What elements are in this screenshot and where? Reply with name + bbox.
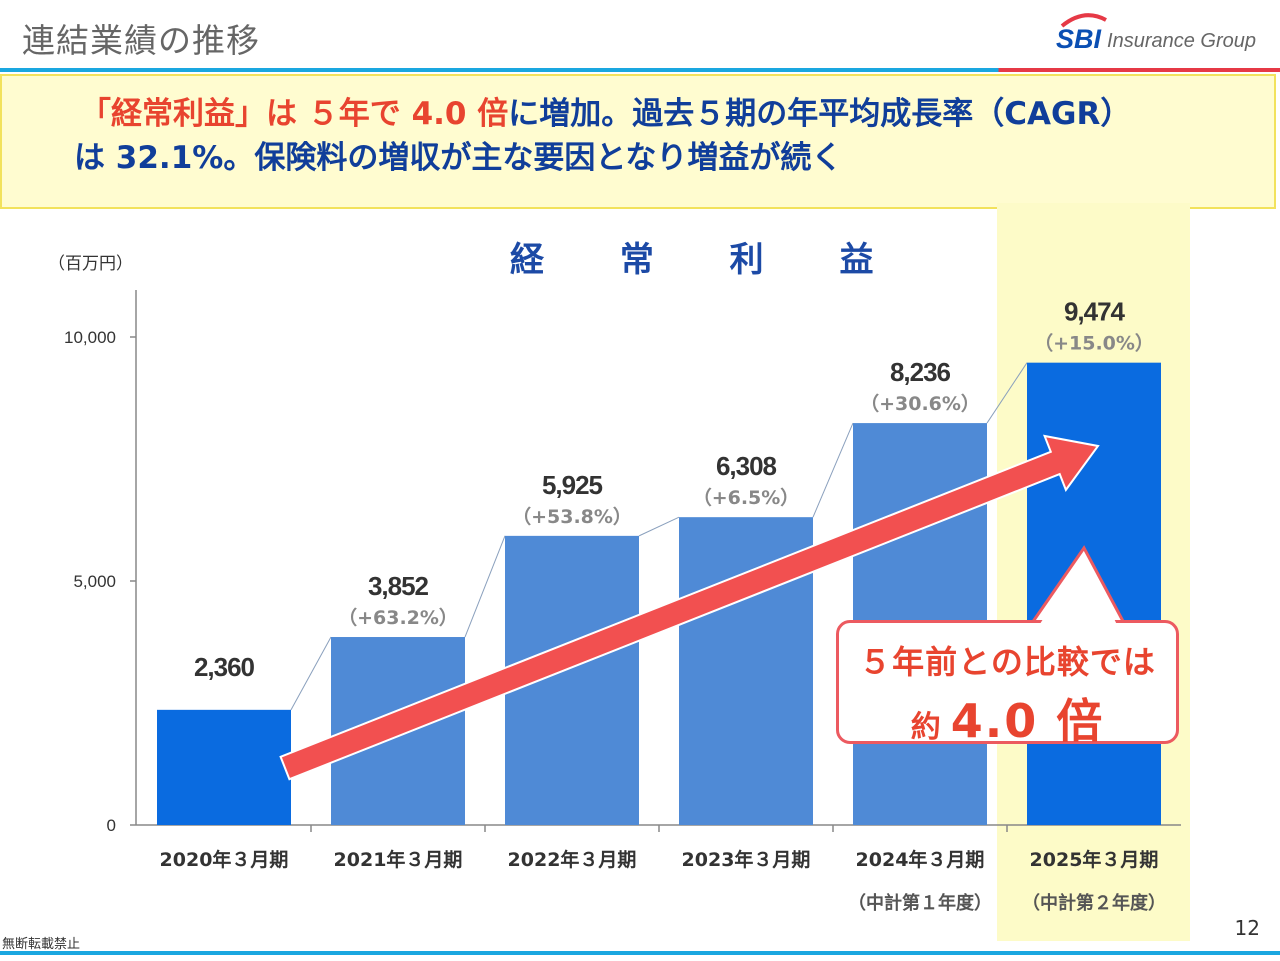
headline-line-1: 「経常利益」は ５年で 4.0 倍に増加。過去５期の年平均成長率（CAGR） [80,88,1131,133]
headline-emphasis: 「経常利益」は ５年で 4.0 倍 [80,96,509,132]
bar-value-label: 6,308 [716,451,777,481]
y-tick-label: 10,000 [64,328,116,347]
bar-growth-label: （+6.5%） [693,486,800,509]
bar-growth-label: （+15.0%） [1034,332,1154,355]
bar-connector [290,636,332,711]
headline-line-2: は 32.1%。保険料の増収が主な要因となり増益が続く [74,140,843,176]
bar-growth-label: （+53.8%） [512,505,632,528]
y-tick-label: 5,000 [73,572,116,591]
callout-line-1: ５年前との比較では [859,643,1156,681]
chart-title: 経 常 利 益 [510,240,906,280]
unit-label: （百万円） [48,254,133,274]
x-tick-label: 2024年３月期 [856,848,985,871]
callout-multiple: 4.0 倍 [950,694,1105,748]
logo-text: Insurance Group [1107,30,1256,52]
bar-connector [986,362,1028,424]
callout-pointer [1032,545,1127,625]
copyright-note: 無断転載禁止 [2,937,81,952]
logo-mark-text: SBI [1056,24,1102,54]
x-tick-label: 2025年３月期 [1030,848,1159,871]
bar-growth-label: （+30.6%） [860,392,980,415]
x-tick-label: 2023年３月期 [682,848,811,871]
bar-value-label: 8,236 [890,357,951,387]
bar-value-label: 9,474 [1064,297,1126,327]
bar-connector [464,535,506,638]
header-divider [0,68,1280,72]
bar [157,709,291,825]
x-sub-label: （中計第１年度） [848,892,992,914]
x-tick-label: 2020年３月期 [160,848,289,871]
callout-approx: 約 [910,710,941,745]
trend-arrow-icon [279,434,1100,781]
headline-box: 「経常利益」は ５年で 4.0 倍に増加。過去５期の年平均成長率（CAGR） は… [0,74,1276,209]
page-number: 12 [1234,916,1260,940]
logo-mark: SBI [1056,13,1107,55]
sbi-logo: SBI Insurance Group [1056,13,1256,55]
bar-value-label: 5,925 [542,470,603,500]
y-tick-label: 0 [107,816,116,835]
bar-value-label: 3,852 [368,571,429,601]
bar-value-label: 2,360 [194,652,255,682]
bar-connector [638,516,680,537]
bar-growth-label: （+63.2%） [338,606,458,629]
x-tick-label: 2022年３月期 [508,848,637,871]
footer-divider [0,951,1280,955]
x-sub-label: （中計第２年度） [1022,892,1166,914]
page-title: 連結業績の推移 [22,21,260,60]
x-tick-label: 2021年３月期 [334,848,463,871]
logo-arc-icon [1060,13,1107,28]
comparison-callout: ５年前との比較では 約 4.0 倍 [836,620,1179,748]
bar-connector [812,422,854,518]
headline-line-1-rest: に増加。過去５期の年平均成長率（CAGR） [508,96,1132,132]
callout-line-2: 約 4.0 倍 [839,685,1176,751]
